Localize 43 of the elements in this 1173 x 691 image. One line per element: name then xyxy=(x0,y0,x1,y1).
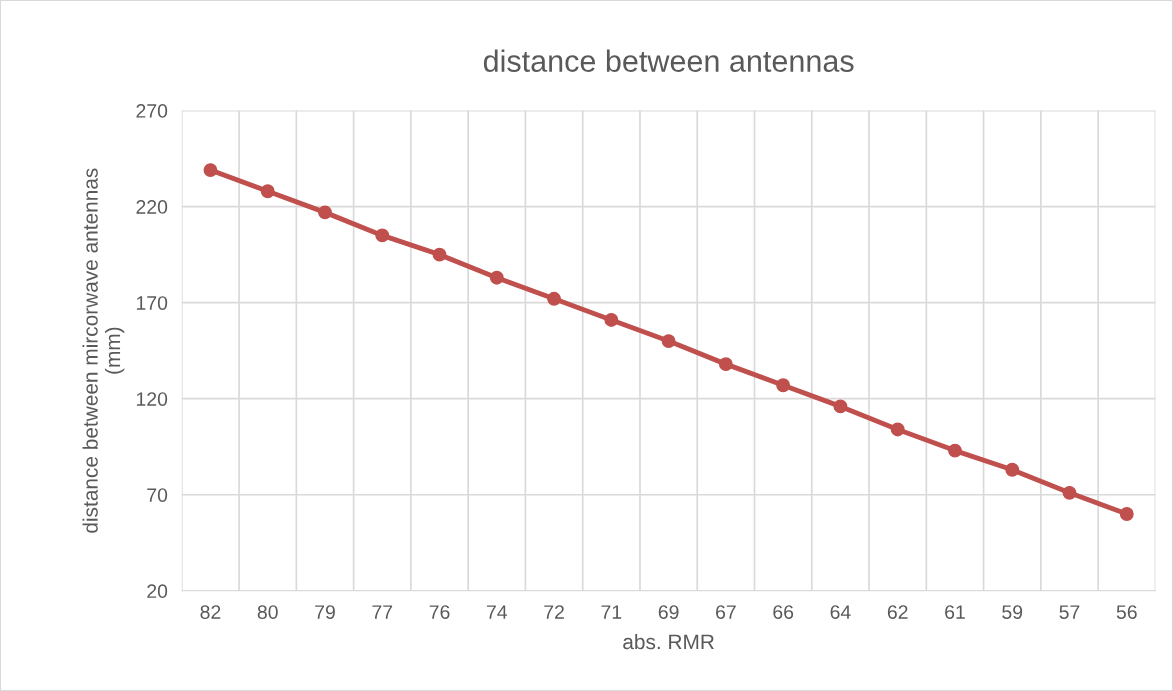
x-tick-label: 80 xyxy=(257,605,278,619)
point xyxy=(432,247,447,262)
point xyxy=(260,184,275,199)
point xyxy=(375,228,390,243)
x-tick-label: 79 xyxy=(315,605,335,619)
x-tick-label: 57 xyxy=(1059,605,1080,619)
point xyxy=(1062,485,1077,500)
x-tick-label: 72 xyxy=(544,605,564,619)
x-tick-label: 77 xyxy=(372,605,393,619)
point xyxy=(604,313,619,327)
y-tick-label: 20 xyxy=(147,584,168,599)
x-tick-label: 71 xyxy=(601,605,622,619)
x-axis-title: abs. RMR xyxy=(623,633,714,650)
x-tick-label: 82 xyxy=(200,605,221,619)
x-tick-label: 59 xyxy=(1002,605,1023,619)
point xyxy=(833,399,848,414)
y-axis-title: distance between mircorwave antennas (mm) xyxy=(82,168,125,533)
point xyxy=(1119,507,1134,521)
y-tick-label: 270 xyxy=(136,104,168,118)
point xyxy=(489,270,504,285)
point xyxy=(661,334,676,349)
y-tick-label: 170 xyxy=(136,296,168,310)
x-tick-label: 64 xyxy=(830,605,851,619)
x-tick-label: 56 xyxy=(1116,605,1137,619)
x-tick-label: 69 xyxy=(658,605,679,619)
x-tick-label: 61 xyxy=(945,605,965,619)
point xyxy=(318,205,332,220)
point xyxy=(547,291,562,306)
x-tick-label: 62 xyxy=(887,605,908,619)
x-tick-label: 76 xyxy=(429,605,450,619)
point xyxy=(948,443,962,458)
point xyxy=(776,378,791,393)
x-tick-label: 67 xyxy=(716,605,736,619)
point xyxy=(718,357,733,372)
chart-title: distance between antennas xyxy=(483,49,854,72)
y-tick-label: 220 xyxy=(136,200,168,214)
point xyxy=(1005,462,1020,477)
point xyxy=(890,422,905,437)
y-tick-label: 70 xyxy=(147,488,168,502)
y-tick-label: 120 xyxy=(136,392,168,406)
x-tick-label: 66 xyxy=(773,605,794,619)
x-tick-label: 74 xyxy=(486,605,508,619)
point xyxy=(203,163,218,178)
